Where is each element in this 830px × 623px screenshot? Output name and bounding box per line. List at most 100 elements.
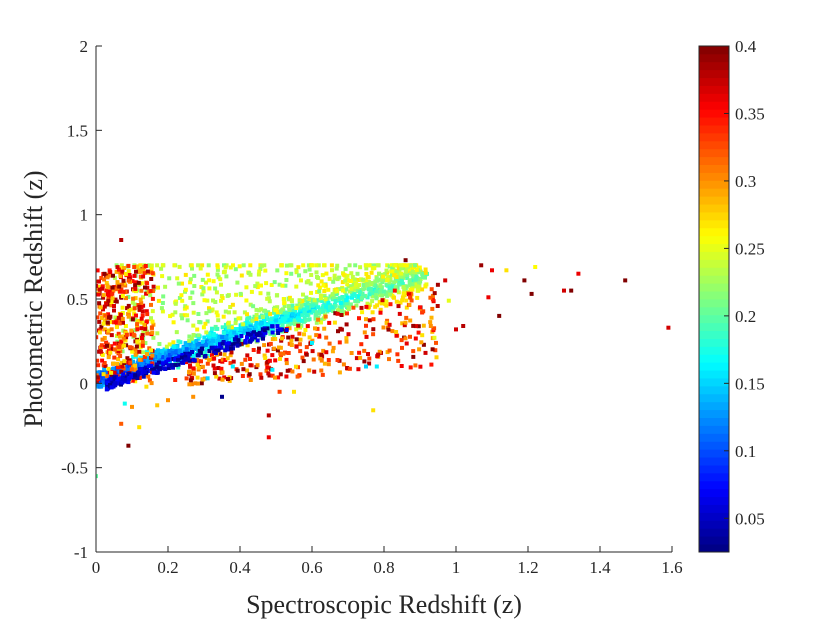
data-point — [194, 339, 199, 343]
data-point — [149, 355, 154, 360]
data-point — [133, 379, 138, 384]
data-point — [335, 289, 340, 294]
data-point — [138, 345, 143, 350]
data-point — [212, 366, 217, 371]
data-point — [267, 373, 272, 378]
data-point — [101, 307, 105, 312]
data-point — [328, 303, 333, 308]
data-point — [133, 373, 138, 378]
data-point — [213, 345, 218, 350]
data-point — [205, 272, 210, 277]
data-point — [382, 272, 387, 277]
data-point — [218, 359, 223, 364]
data-point — [311, 357, 316, 362]
data-point — [207, 345, 212, 350]
colorbar-tick-label: 0.35 — [735, 104, 765, 123]
data-point — [102, 374, 107, 379]
colorbar-segment — [699, 330, 729, 339]
data-point — [201, 350, 206, 355]
data-point — [227, 310, 231, 315]
data-point — [107, 293, 111, 298]
data-point — [336, 329, 340, 334]
data-point — [137, 425, 142, 430]
data-point — [105, 330, 110, 335]
data-point — [309, 310, 314, 315]
data-point — [215, 313, 220, 318]
data-point — [279, 338, 284, 343]
data-point — [490, 268, 494, 273]
data-point — [384, 268, 389, 273]
data-point — [261, 315, 265, 319]
data-point — [326, 300, 331, 305]
data-point — [150, 319, 155, 324]
data-point — [101, 380, 106, 385]
data-point — [187, 338, 192, 343]
data-point — [223, 358, 228, 362]
data-point — [191, 301, 196, 306]
data-point — [207, 340, 212, 345]
data-point — [407, 278, 412, 283]
data-point — [101, 295, 106, 300]
data-point — [267, 299, 272, 304]
data-point — [319, 368, 324, 373]
data-point — [284, 357, 289, 362]
data-point — [232, 310, 237, 315]
colorbar-segment — [699, 457, 729, 466]
data-point — [313, 326, 317, 331]
data-point — [361, 283, 366, 287]
data-point — [394, 333, 399, 338]
data-point — [343, 278, 348, 283]
data-point — [102, 318, 107, 323]
colorbar-segment — [699, 504, 729, 513]
data-point — [133, 286, 138, 291]
data-point — [334, 292, 339, 296]
data-point — [275, 313, 280, 318]
data-point — [396, 277, 400, 282]
data-point — [191, 310, 196, 315]
data-point — [138, 263, 143, 268]
data-point — [200, 292, 205, 297]
data-point — [413, 263, 417, 268]
y-tick-label: 1 — [80, 206, 89, 225]
data-point — [230, 364, 235, 369]
data-point — [322, 293, 327, 298]
data-point — [385, 278, 389, 283]
data-point — [365, 295, 370, 300]
data-point — [213, 286, 218, 291]
colorbar-segment — [699, 172, 729, 181]
data-point — [140, 333, 145, 338]
data-point — [283, 316, 288, 321]
data-point — [190, 350, 194, 354]
data-point — [167, 342, 172, 347]
data-point — [100, 286, 105, 291]
data-point — [446, 298, 451, 303]
data-point — [214, 290, 219, 295]
data-point — [214, 310, 219, 315]
data-point — [443, 278, 448, 283]
data-point — [228, 333, 233, 338]
data-point — [230, 328, 234, 333]
data-point — [104, 370, 109, 375]
data-point — [386, 327, 391, 332]
data-point — [150, 309, 155, 314]
data-point — [132, 273, 137, 278]
y-tick-label: 2 — [80, 37, 89, 56]
data-point — [149, 317, 153, 322]
data-point — [248, 328, 253, 333]
colorbar-segment — [699, 117, 729, 126]
data-point — [239, 341, 244, 346]
data-point — [211, 298, 215, 303]
data-point — [522, 278, 527, 283]
data-point — [106, 298, 111, 303]
data-point — [121, 328, 126, 333]
data-point — [399, 271, 404, 276]
data-point — [142, 270, 147, 275]
data-point — [365, 282, 369, 287]
data-point — [200, 263, 205, 268]
data-point — [131, 332, 136, 337]
data-point — [117, 345, 122, 349]
data-point — [112, 375, 117, 380]
colorbar-segment — [699, 243, 729, 252]
data-point — [213, 300, 218, 304]
data-point — [196, 263, 201, 268]
